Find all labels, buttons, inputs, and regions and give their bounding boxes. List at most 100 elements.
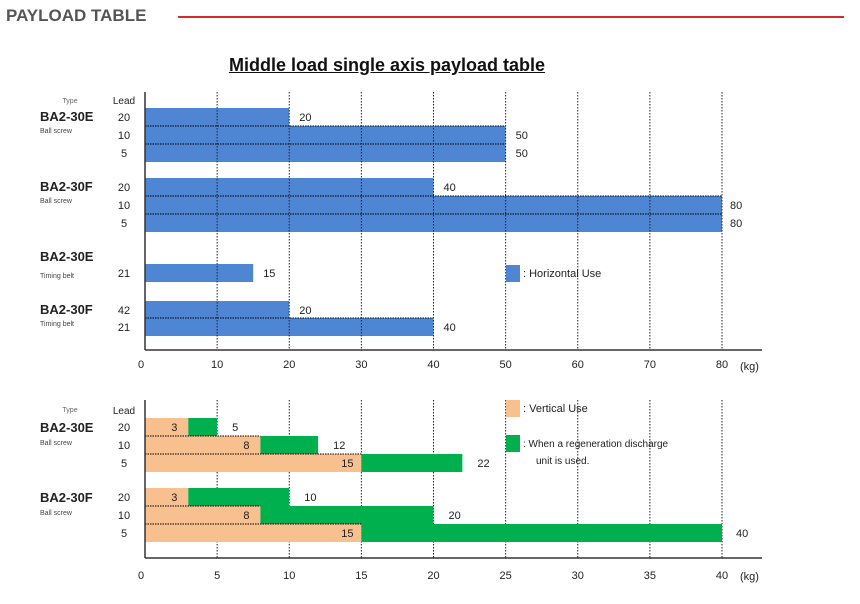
model-label: BA2-30F xyxy=(40,302,93,317)
lead-value: 5 xyxy=(121,218,127,230)
x-tick-label: 5 xyxy=(214,570,220,582)
lead-header: Lead xyxy=(113,96,135,107)
type-header: Type xyxy=(62,407,77,414)
model-label: BA2-30E xyxy=(40,109,94,124)
lead-value: 42 xyxy=(118,305,130,317)
regen-value-label: 5 xyxy=(232,422,238,434)
vertical-value-label: 8 xyxy=(243,510,249,522)
x-tick-label: 15 xyxy=(355,570,367,582)
legend-label-horizontal: : Horizontal Use xyxy=(523,268,601,280)
vertical-value-label: 3 xyxy=(171,492,177,504)
bar-vertical xyxy=(145,436,261,454)
lead-header: Lead xyxy=(113,406,135,417)
bar-value-label: 40 xyxy=(444,182,456,194)
bar-regen xyxy=(260,506,434,524)
bar-value-label: 80 xyxy=(730,218,742,230)
vertical-value-label: 15 xyxy=(341,528,353,540)
bar-vertical xyxy=(145,454,362,472)
x-tick-label: 25 xyxy=(500,570,512,582)
regen-value-label: 10 xyxy=(304,492,316,504)
x-tick-label: 10 xyxy=(283,570,295,582)
x-axis-unit: (kg) xyxy=(740,361,759,373)
bar-value-label: 40 xyxy=(444,322,456,334)
legend-swatch-regen xyxy=(506,435,520,452)
x-tick-label: 20 xyxy=(427,570,439,582)
bar xyxy=(145,214,722,232)
bar-vertical xyxy=(145,506,261,524)
model-label: BA2-30F xyxy=(40,490,93,505)
vertical-value-label: 3 xyxy=(171,422,177,434)
bar-regen xyxy=(260,436,319,454)
regen-value-label: 22 xyxy=(477,458,489,470)
bar-regen xyxy=(361,454,463,472)
lead-value: 21 xyxy=(118,322,130,334)
bar-regen xyxy=(188,488,290,506)
vertical-value-label: 15 xyxy=(341,458,353,470)
drive-label: Ball screw xyxy=(40,198,73,205)
legend-label-regen: : When a regeneration discharge unit is u… xyxy=(523,439,669,467)
x-tick-label: 60 xyxy=(572,359,584,371)
bar-vertical xyxy=(145,488,189,506)
drive-label: Ball screw xyxy=(40,510,73,517)
regen-value-label: 20 xyxy=(449,510,461,522)
x-tick-label: 80 xyxy=(716,359,728,371)
bar-vertical xyxy=(145,524,362,542)
model-label: BA2-30E xyxy=(40,249,94,264)
bar xyxy=(145,264,254,282)
bar-value-label: 15 xyxy=(263,268,275,280)
bar-value-label: 50 xyxy=(516,148,528,160)
vertical-value-label: 8 xyxy=(243,440,249,452)
lead-value: 21 xyxy=(118,268,130,280)
model-label: BA2-30E xyxy=(40,420,94,435)
lead-value: 5 xyxy=(121,528,127,540)
lead-value: 10 xyxy=(118,200,130,212)
drive-label: Ball screw xyxy=(40,440,73,447)
lead-value: 10 xyxy=(118,130,130,142)
bar-regen xyxy=(361,524,722,542)
x-tick-label: 40 xyxy=(427,359,439,371)
bar-value-label: 80 xyxy=(730,200,742,212)
legend-label-vertical: : Vertical Use xyxy=(523,403,588,415)
lead-value: 20 xyxy=(118,492,130,504)
legend-swatch-vertical xyxy=(506,400,520,417)
drive-label: Timing belt xyxy=(40,273,74,280)
lead-value: 20 xyxy=(118,112,130,124)
drive-label: Timing belt xyxy=(40,321,74,328)
bar-value-label: 20 xyxy=(299,112,311,124)
x-tick-label: 10 xyxy=(211,359,223,371)
lead-value: 10 xyxy=(118,440,130,452)
header-divider xyxy=(178,16,844,18)
bar-value-label: 50 xyxy=(516,130,528,142)
x-tick-label: 40 xyxy=(716,570,728,582)
bar-vertical xyxy=(145,418,189,436)
bar xyxy=(145,144,506,162)
x-tick-label: 30 xyxy=(355,359,367,371)
x-tick-label: 0 xyxy=(138,359,144,371)
legend-swatch-horizontal xyxy=(506,265,520,282)
bar-regen xyxy=(188,418,218,436)
x-tick-label: 0 xyxy=(138,570,144,582)
bar-value-label: 20 xyxy=(299,305,311,317)
chart-title: Middle load single axis payload table xyxy=(228,55,546,75)
x-tick-label: 70 xyxy=(644,359,656,371)
x-axis-unit: (kg) xyxy=(740,571,759,583)
bar xyxy=(145,301,290,319)
x-tick-label: 30 xyxy=(572,570,584,582)
drive-label: Ball screw xyxy=(40,128,73,135)
type-header: Type xyxy=(62,98,77,105)
bar xyxy=(145,196,722,214)
section-title: PAYLOAD TABLE xyxy=(6,6,147,25)
model-label: BA2-30F xyxy=(40,179,93,194)
regen-value-label: 12 xyxy=(333,440,345,452)
lead-value: 20 xyxy=(118,422,130,434)
bar xyxy=(145,126,506,144)
lead-value: 5 xyxy=(121,458,127,470)
regen-value-label: 40 xyxy=(736,528,748,540)
x-tick-label: 50 xyxy=(500,359,512,371)
x-tick-label: 20 xyxy=(283,359,295,371)
x-tick-label: 35 xyxy=(644,570,656,582)
lead-value: 20 xyxy=(118,182,130,194)
bar xyxy=(145,178,434,196)
lead-value: 10 xyxy=(118,510,130,522)
